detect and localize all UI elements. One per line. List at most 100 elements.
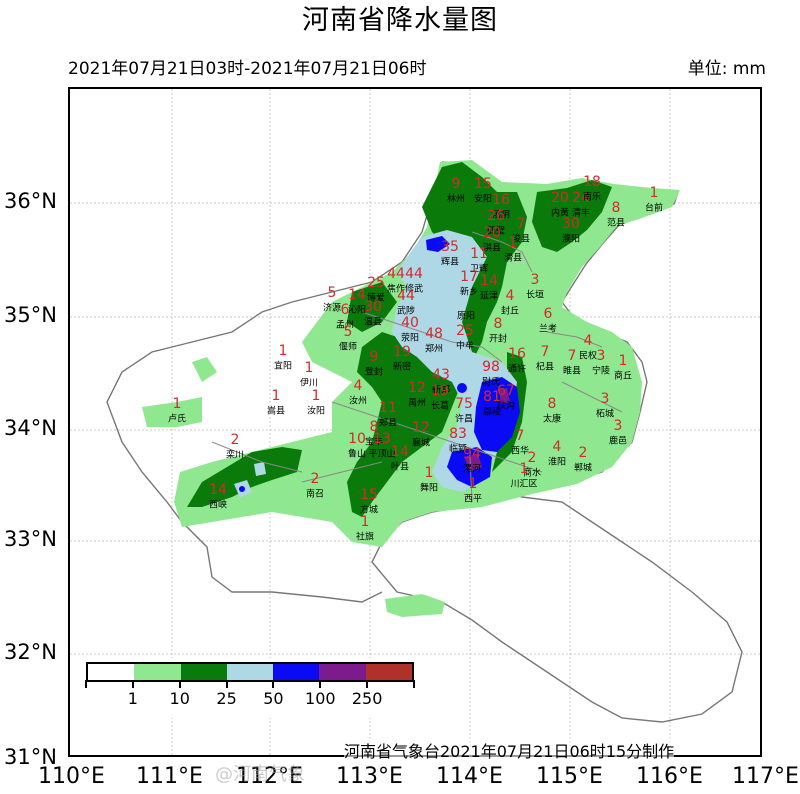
station-value: 4 — [583, 333, 593, 349]
station-value: 8 — [369, 419, 379, 435]
station-name: 安阳 — [473, 194, 493, 205]
legend-swatch — [134, 664, 181, 680]
station-name: 伊川 — [299, 378, 319, 389]
station-name: 睢县 — [562, 366, 582, 377]
station-value: 75 — [455, 396, 473, 412]
legend-label: 1 — [127, 689, 138, 708]
station-name: 鹤壁 — [486, 226, 506, 237]
station-value: 1 — [304, 360, 314, 376]
station-name: 偃师 — [338, 342, 358, 353]
legend-swatch — [273, 664, 320, 680]
legend-label: 100 — [305, 689, 336, 708]
station-value: 44 — [397, 288, 415, 304]
station-name: 汤阴 — [491, 210, 511, 221]
station-name: 卢氏 — [167, 414, 187, 425]
station-name: 新乡 — [459, 287, 479, 298]
station-name: 孟州 — [335, 320, 355, 331]
station-value: 1 — [278, 343, 288, 359]
station-name: 登封 — [364, 367, 384, 378]
station-name: 社旗 — [355, 532, 375, 543]
station-name: 济源 — [322, 303, 342, 314]
station-value: 35 — [441, 239, 459, 255]
station-value: 5 — [343, 324, 353, 340]
station-name: 临颍 — [448, 444, 468, 455]
station-name: 扶沟 — [496, 401, 516, 412]
legend-swatch — [88, 664, 135, 680]
station-name: 修武 — [404, 284, 424, 295]
station-value: 83 — [449, 426, 467, 442]
station-value: 7 — [516, 216, 526, 232]
station-value: 20 — [483, 225, 501, 241]
station-name: 郑州 — [424, 344, 444, 355]
station-name: 民权 — [578, 351, 598, 362]
lon-label-113: 113°E — [336, 764, 403, 789]
station-value: 7 — [567, 348, 577, 364]
station-name: 中牟 — [455, 341, 475, 352]
station-value: 81 — [483, 389, 501, 405]
station-value: 67 — [497, 383, 515, 399]
station-value: 1 — [360, 514, 370, 530]
station-value: 17 — [460, 269, 478, 285]
station-name: 宝丰 — [364, 437, 384, 448]
station-name: 淇县 — [482, 243, 502, 254]
station-name: 新密 — [392, 362, 412, 373]
station-name: 长葛 — [430, 401, 450, 412]
station-name: 荥阳 — [400, 333, 420, 344]
station-value: 3 — [596, 348, 606, 364]
lon-label-117: 117°E — [732, 764, 799, 789]
station-name: 辉县 — [440, 257, 460, 268]
station-value: 1 — [424, 465, 434, 481]
station-value: 2 — [578, 445, 588, 461]
station-value: 6 — [543, 306, 553, 322]
time-period: 2021年07月21日03时-2021年07月21日06时 — [68, 59, 427, 79]
station-name: 滑县 — [503, 253, 523, 264]
station-name: 长垣 — [525, 290, 545, 301]
station-name: 宁陵 — [591, 366, 611, 377]
station-value: 19 — [431, 383, 449, 399]
station-name: 方城 — [359, 505, 379, 516]
station-value: 40 — [401, 315, 419, 331]
station-name: 许昌 — [454, 414, 474, 425]
map-frame: 9 林州 15 安阳 16 汤阴 20 内黄 24 清丰 18 南乐 1 台前 8 范县 30 濮阳 26 鹤壁 20 淇… — [68, 87, 762, 757]
station-name: 新郑 — [431, 385, 451, 396]
station-name: 林州 — [446, 194, 466, 205]
precipitation-map — [70, 89, 760, 755]
station-value: 1 — [271, 388, 281, 404]
legend-label: 50 — [263, 689, 284, 708]
lon-label-116: 116°E — [636, 764, 703, 789]
station-name: 沁阳 — [347, 305, 367, 316]
station-value: 94 — [463, 446, 481, 462]
station-value: 4 — [505, 288, 515, 304]
legend-label: 25 — [216, 689, 237, 708]
station-value: 24 — [572, 190, 590, 206]
station-value: 8 — [611, 200, 621, 216]
unit-label: 单位: mm — [687, 59, 766, 79]
station-value: 1 — [311, 388, 321, 404]
station-value: 8 — [547, 396, 557, 412]
station-name: 延津 — [479, 291, 499, 302]
station-name: 卫辉 — [469, 264, 489, 275]
station-name: 鲁山 — [347, 449, 367, 460]
lat-label-31: 31°N — [4, 745, 57, 769]
station-value: 44 — [387, 266, 405, 282]
station-value: 9 — [369, 349, 379, 365]
station-value: 25 — [367, 275, 385, 291]
station-name: 平顶山 — [368, 449, 396, 460]
station-name: 通许 — [507, 364, 527, 375]
station-value: 43 — [432, 367, 450, 383]
station-name: 南乐 — [582, 192, 602, 203]
station-value: 3 — [600, 391, 610, 407]
legend-label: 10 — [169, 689, 190, 708]
station-name: 叶县 — [390, 462, 410, 473]
map-title: 河南省降水量图 — [302, 5, 498, 36]
lon-label-115: 115°E — [536, 764, 603, 789]
city-boundaries — [211, 231, 623, 503]
station-name: 杞县 — [535, 362, 555, 373]
station-value: 8 — [493, 316, 503, 332]
station-name: 舞阳 — [419, 483, 439, 494]
station-name: 商水 — [522, 468, 542, 479]
lat-label-32: 32°N — [4, 640, 57, 664]
legend-label: 250 — [351, 689, 383, 708]
station-name: 汝阳 — [306, 406, 326, 417]
station-name: 漯河 — [462, 464, 482, 475]
